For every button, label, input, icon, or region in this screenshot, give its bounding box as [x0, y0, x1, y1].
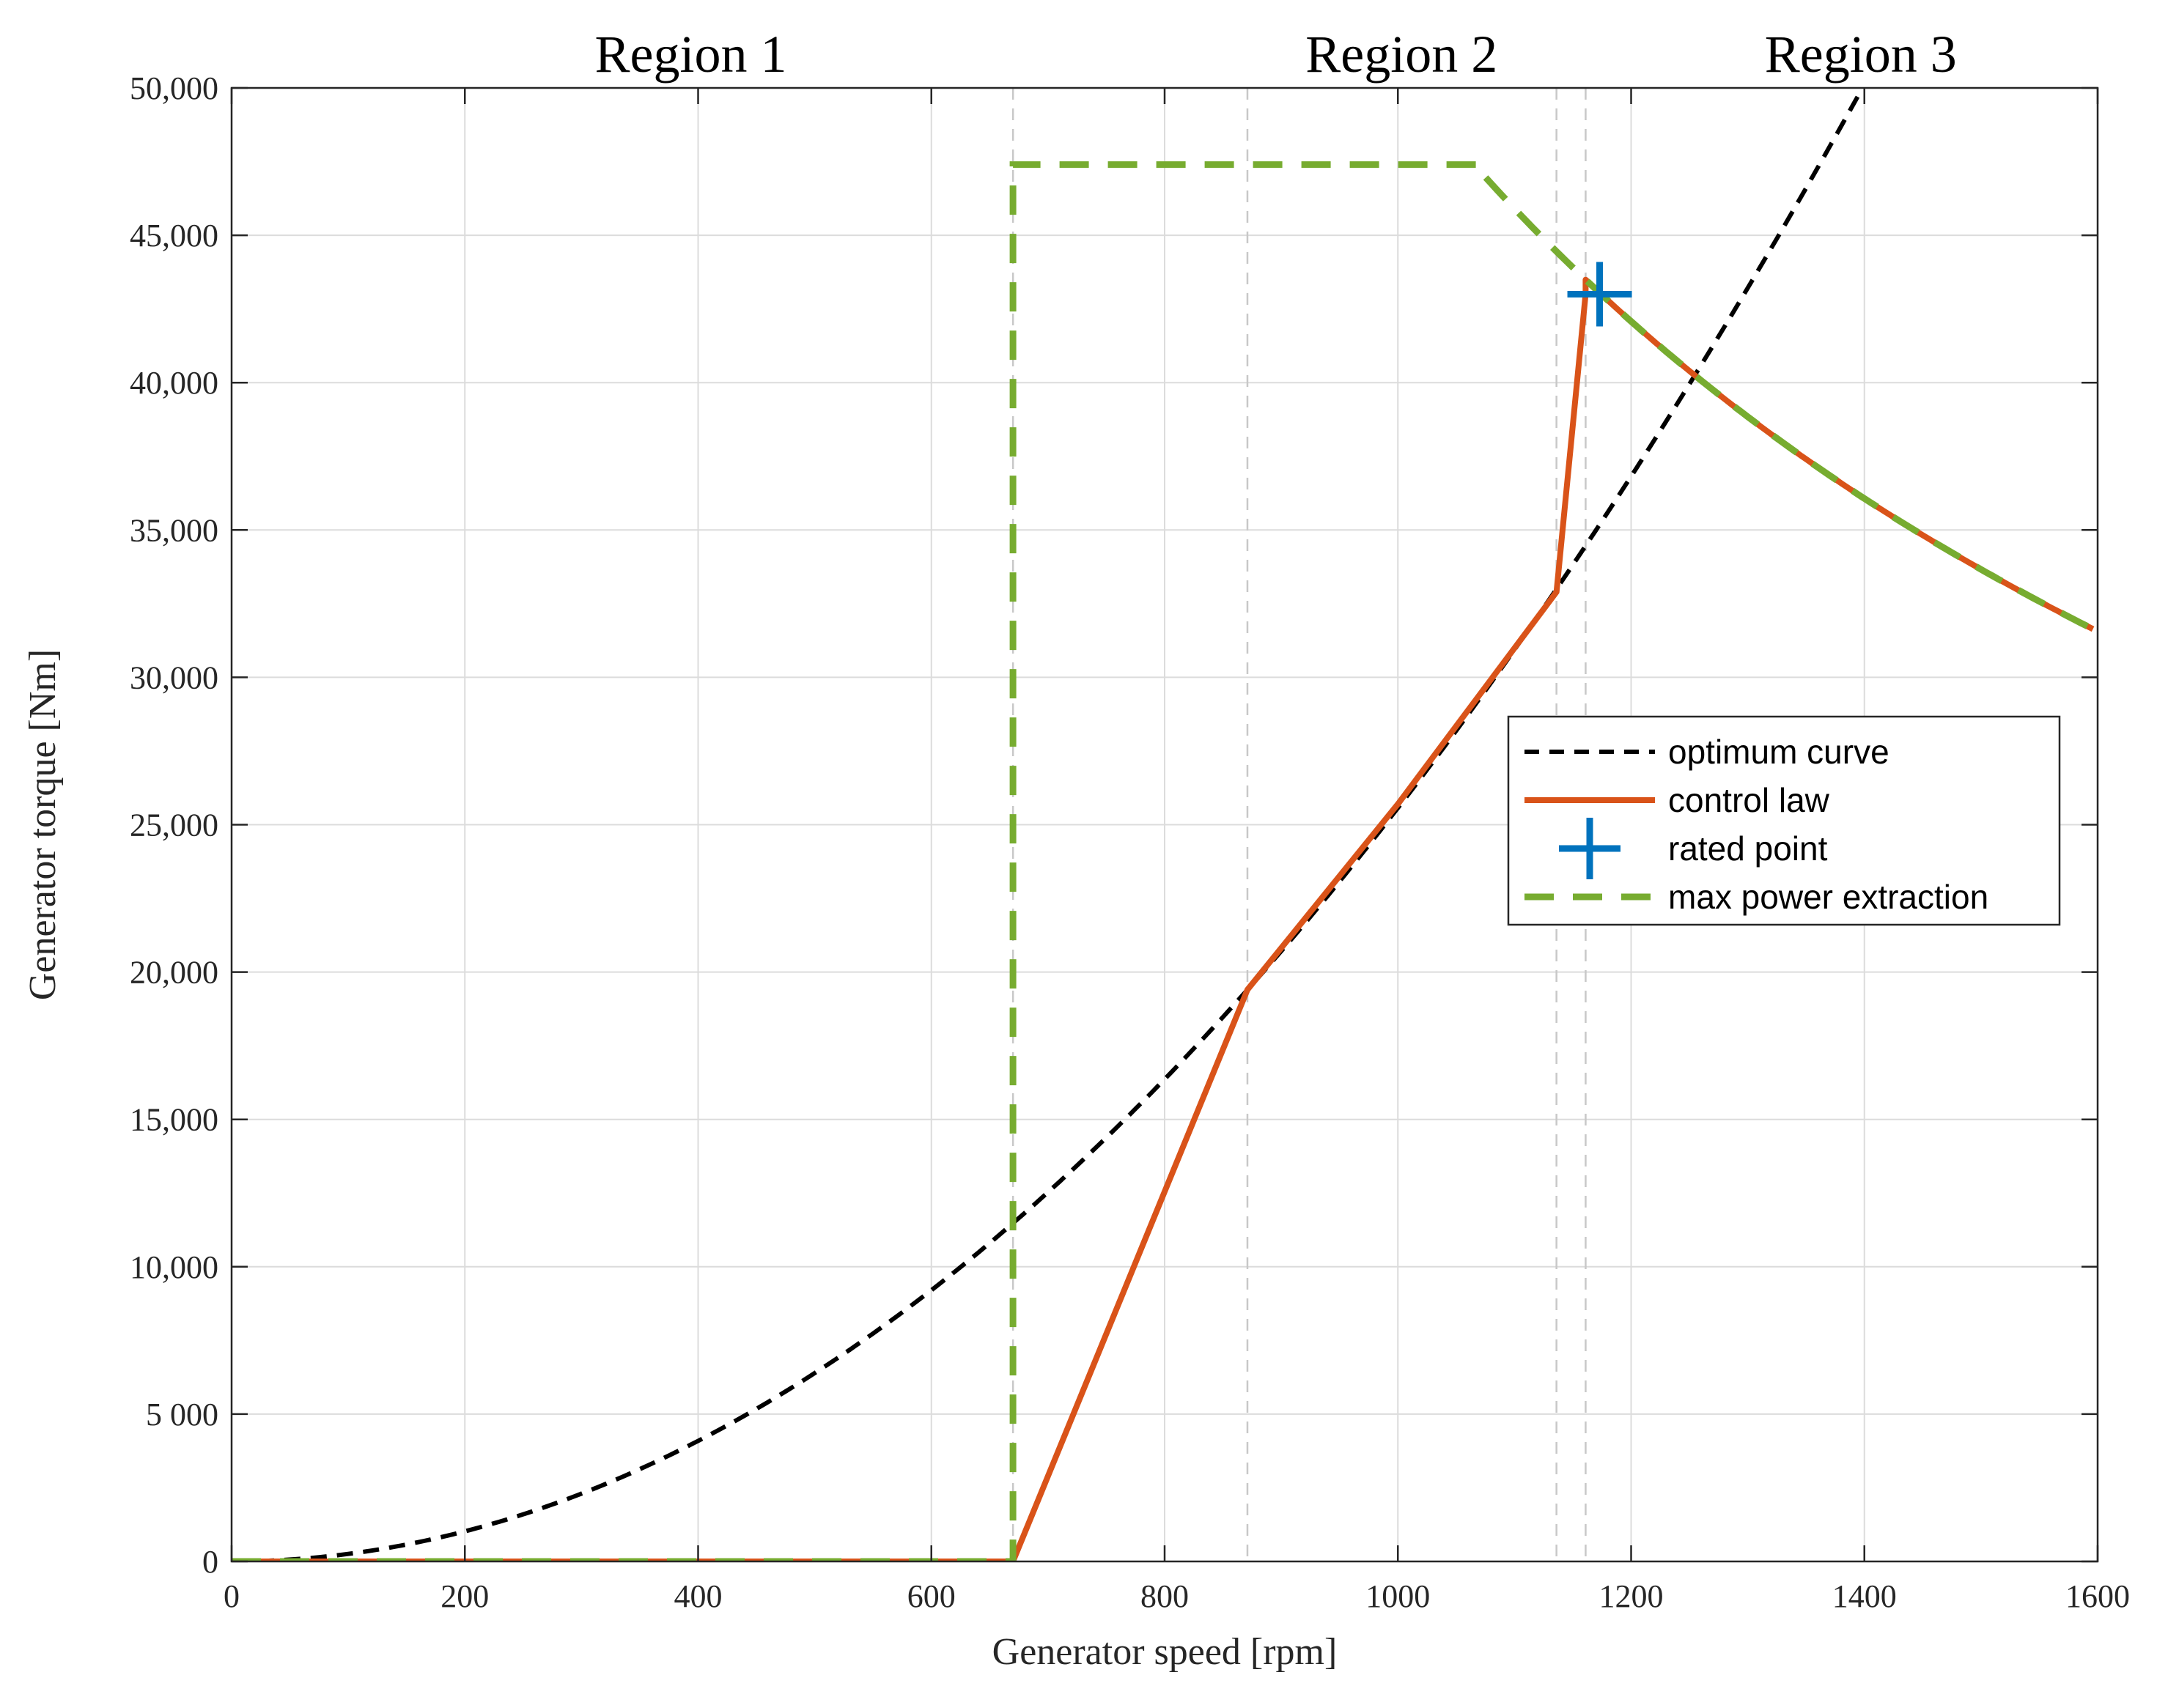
grid-lines [232, 88, 2098, 1561]
legend-label: control law [1668, 781, 1830, 819]
y-tick-label: 10,000 [130, 1249, 218, 1285]
y-tick-label: 50,000 [130, 70, 218, 106]
y-tick-labels: 0 5 000 10,000 15,000 20,000 25,000 30,000 35,0… [130, 70, 218, 1580]
x-axis-label: Generator speed [rpm] [992, 1631, 1338, 1673]
x-tick-label: 1600 [2065, 1578, 2130, 1614]
x-tick-label: 800 [1140, 1578, 1189, 1614]
y-tick-label: 35,000 [130, 512, 218, 548]
tick-marks [230, 86, 2099, 1563]
x-tick-label: 1400 [1832, 1578, 1897, 1614]
x-tick-labels: 0 200 400 600 800 1000 1200 1400 1600 [224, 1578, 2130, 1614]
region-label: Region 3 [1765, 25, 1957, 84]
region-label: Region 1 [595, 25, 787, 84]
y-tick-label: 5 000 [146, 1397, 218, 1432]
x-tick-label: 1000 [1365, 1578, 1430, 1614]
legend-label: rated point [1668, 829, 1828, 868]
y-tick-label: 45,000 [130, 218, 218, 254]
x-tick-label: 0 [224, 1578, 240, 1614]
y-tick-label: 0 [202, 1544, 218, 1580]
series-layer [232, 88, 2098, 1561]
legend-label: optimum curve [1668, 733, 1889, 771]
x-tick-label: 1200 [1599, 1578, 1664, 1614]
y-tick-label: 40,000 [130, 365, 218, 401]
x-tick-label: 400 [674, 1578, 723, 1614]
region-label: Region 2 [1305, 25, 1497, 84]
x-tick-label: 200 [440, 1578, 489, 1614]
optimum-curve-line [232, 88, 1865, 1561]
y-tick-label: 25,000 [130, 807, 218, 843]
x-tick-label: 600 [907, 1578, 956, 1614]
legend: optimum curve control law rated point max p… [1507, 715, 2061, 926]
y-tick-label: 15,000 [130, 1102, 218, 1138]
y-tick-label: 20,000 [130, 955, 218, 991]
y-axis-label: Generator torque [Nm] [22, 649, 64, 1000]
legend-label: max power extraction [1668, 878, 1988, 916]
region-labels: Region 1 Region 2 Region 3 [595, 25, 1957, 84]
y-tick-label: 30,000 [130, 659, 218, 695]
max-power-extraction-line [232, 161, 2098, 1561]
